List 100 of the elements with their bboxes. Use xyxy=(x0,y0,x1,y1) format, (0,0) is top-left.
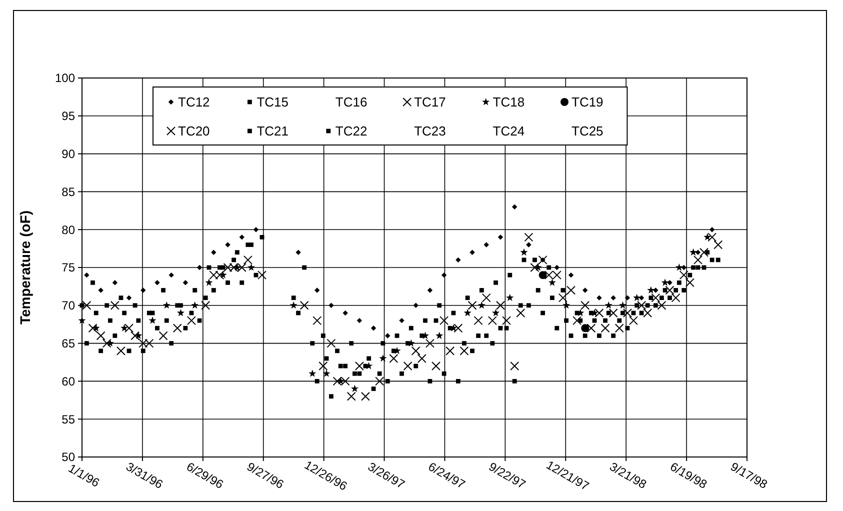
point xyxy=(385,379,390,384)
point xyxy=(647,286,655,294)
point xyxy=(192,288,198,292)
legend-label: TC24 xyxy=(492,124,525,139)
point xyxy=(176,308,185,316)
y-tick-label: 50 xyxy=(62,450,76,464)
point xyxy=(637,300,646,310)
point xyxy=(140,288,146,293)
point xyxy=(84,272,90,278)
point xyxy=(343,364,348,368)
point xyxy=(436,332,444,339)
point xyxy=(320,334,326,338)
point xyxy=(296,310,300,316)
y-tick-label: 60 xyxy=(62,374,76,388)
point xyxy=(116,346,126,356)
point xyxy=(524,232,534,242)
point xyxy=(572,316,582,326)
point xyxy=(675,264,683,271)
point xyxy=(182,280,188,286)
point xyxy=(314,379,320,384)
point xyxy=(247,264,256,271)
point xyxy=(427,288,433,293)
point xyxy=(400,371,404,376)
point xyxy=(600,324,610,333)
point xyxy=(366,356,372,361)
point xyxy=(700,248,709,257)
point xyxy=(554,264,560,270)
point xyxy=(168,272,174,278)
point xyxy=(465,296,470,300)
point xyxy=(484,242,489,248)
point xyxy=(308,370,316,377)
point xyxy=(510,362,520,371)
point xyxy=(708,232,717,242)
point xyxy=(234,250,240,255)
point xyxy=(328,302,334,308)
point xyxy=(203,296,208,300)
point xyxy=(82,300,92,310)
point xyxy=(211,250,216,255)
point xyxy=(566,286,576,295)
point xyxy=(582,334,588,338)
point xyxy=(494,280,498,285)
point xyxy=(482,293,491,302)
point xyxy=(326,338,336,348)
point xyxy=(356,318,362,324)
point xyxy=(318,362,328,371)
point xyxy=(122,310,127,316)
point xyxy=(530,263,540,272)
point xyxy=(604,301,612,309)
point xyxy=(310,341,315,346)
point xyxy=(578,318,583,323)
point xyxy=(490,341,495,346)
point xyxy=(558,293,568,302)
point xyxy=(705,250,710,255)
point xyxy=(172,324,182,333)
point xyxy=(112,280,118,286)
point xyxy=(132,303,138,308)
point xyxy=(645,303,650,308)
point xyxy=(665,286,674,295)
point xyxy=(196,264,202,270)
point xyxy=(110,300,120,310)
point xyxy=(98,348,104,354)
point xyxy=(618,301,627,309)
point xyxy=(546,265,552,270)
y-tick-label: 95 xyxy=(62,109,76,124)
point xyxy=(357,371,362,376)
point xyxy=(124,324,134,333)
point xyxy=(437,303,442,308)
point xyxy=(108,318,112,323)
point xyxy=(691,265,696,270)
point xyxy=(191,301,199,309)
point xyxy=(624,295,630,300)
point xyxy=(682,288,686,292)
point xyxy=(440,316,449,326)
point xyxy=(178,303,183,308)
point xyxy=(668,296,672,300)
legend-label: TC15 xyxy=(256,94,288,110)
point xyxy=(102,338,112,348)
point xyxy=(380,341,386,346)
point xyxy=(454,324,463,333)
point xyxy=(653,288,658,293)
point xyxy=(520,248,528,256)
point xyxy=(488,316,497,326)
point xyxy=(464,308,472,316)
point xyxy=(643,308,652,318)
point xyxy=(302,265,307,270)
point xyxy=(479,288,484,292)
point xyxy=(710,258,714,262)
point xyxy=(96,331,106,340)
point xyxy=(104,303,110,308)
point xyxy=(492,308,500,316)
point xyxy=(522,258,526,262)
point xyxy=(633,294,641,302)
point xyxy=(118,296,124,300)
point xyxy=(201,300,210,310)
point xyxy=(434,318,438,323)
legend-label: TC23 xyxy=(414,124,446,139)
point xyxy=(597,334,602,338)
point xyxy=(338,364,343,368)
y-tick-label: 80 xyxy=(62,222,76,237)
point xyxy=(560,288,566,292)
